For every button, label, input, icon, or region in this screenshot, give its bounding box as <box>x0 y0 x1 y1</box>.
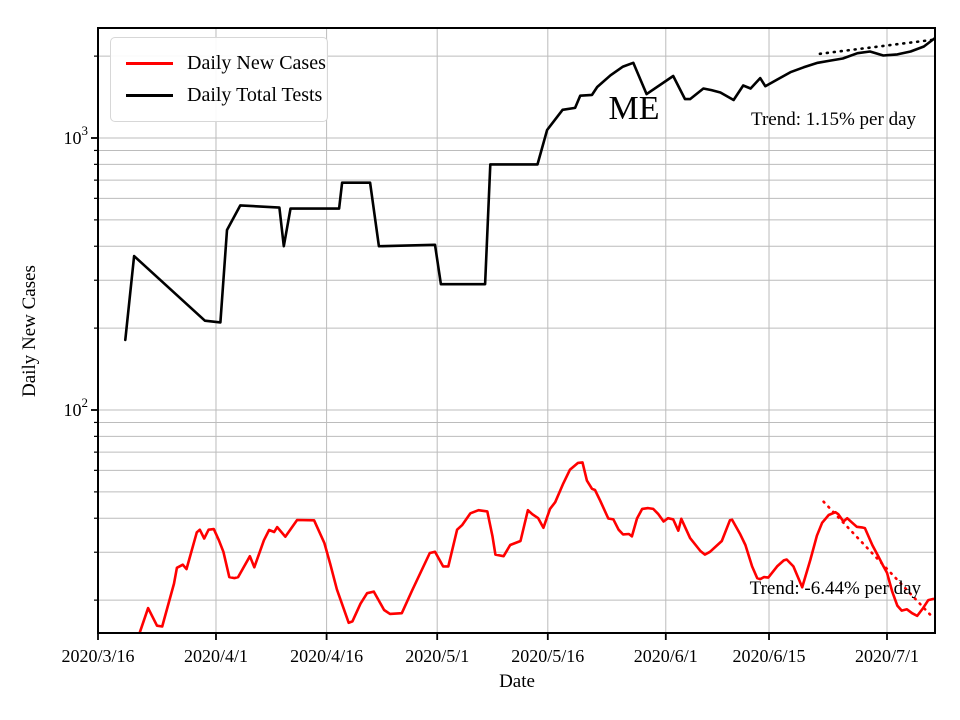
state-annotation: ME <box>608 90 660 127</box>
y-axis-label: Daily New Cases <box>19 265 40 397</box>
legend-label: Daily Total Tests <box>187 84 323 106</box>
legend-line-sample-black <box>126 94 173 97</box>
legend-item-daily-new-cases: Daily New Cases <box>126 52 326 75</box>
ticks <box>91 55 888 640</box>
gridlines <box>97 28 935 633</box>
trend-annotation-cases: Trend: -6.44% per day <box>749 578 921 599</box>
x-tick-label: 2020/6/1 <box>634 646 698 666</box>
x-tick-label: 2020/3/16 <box>61 646 134 666</box>
series-line-daily-total-tests <box>124 36 935 342</box>
axes-frame <box>97 27 936 634</box>
x-tick-label: 2020/5/1 <box>405 646 469 666</box>
y-tick-label: 102 <box>64 395 89 420</box>
x-tick-label: 2020/6/15 <box>733 646 806 666</box>
legend-item-daily-total-tests: Daily Total Tests <box>126 84 322 107</box>
y-tick-label: 103 <box>64 123 89 148</box>
series-group <box>124 36 935 633</box>
x-tick-labels: 2020/3/16 2020/4/1 2020/4/16 2020/5/1 2020/5… <box>61 646 919 666</box>
trend-annotation-tests: Trend: 1.15% per day <box>751 109 916 130</box>
legend-line-sample-red <box>126 62 173 65</box>
series-line-daily-new-cases-trend <box>822 500 934 619</box>
x-tick-label: 2020/5/16 <box>511 646 584 666</box>
legend-label: Daily New Cases <box>187 52 326 74</box>
y-tick-labels: 102 103 <box>64 123 89 420</box>
series-line-daily-new-cases <box>138 461 935 633</box>
x-tick-label: 2020/7/1 <box>855 646 919 666</box>
x-tick-label: 2020/4/16 <box>290 646 363 666</box>
legend: Daily New Cases Daily Total Tests <box>110 37 328 122</box>
series-line-daily-total-tests-trend <box>818 38 935 56</box>
x-tick-label: 2020/4/1 <box>184 646 248 666</box>
x-axis-label: Date <box>499 671 535 692</box>
